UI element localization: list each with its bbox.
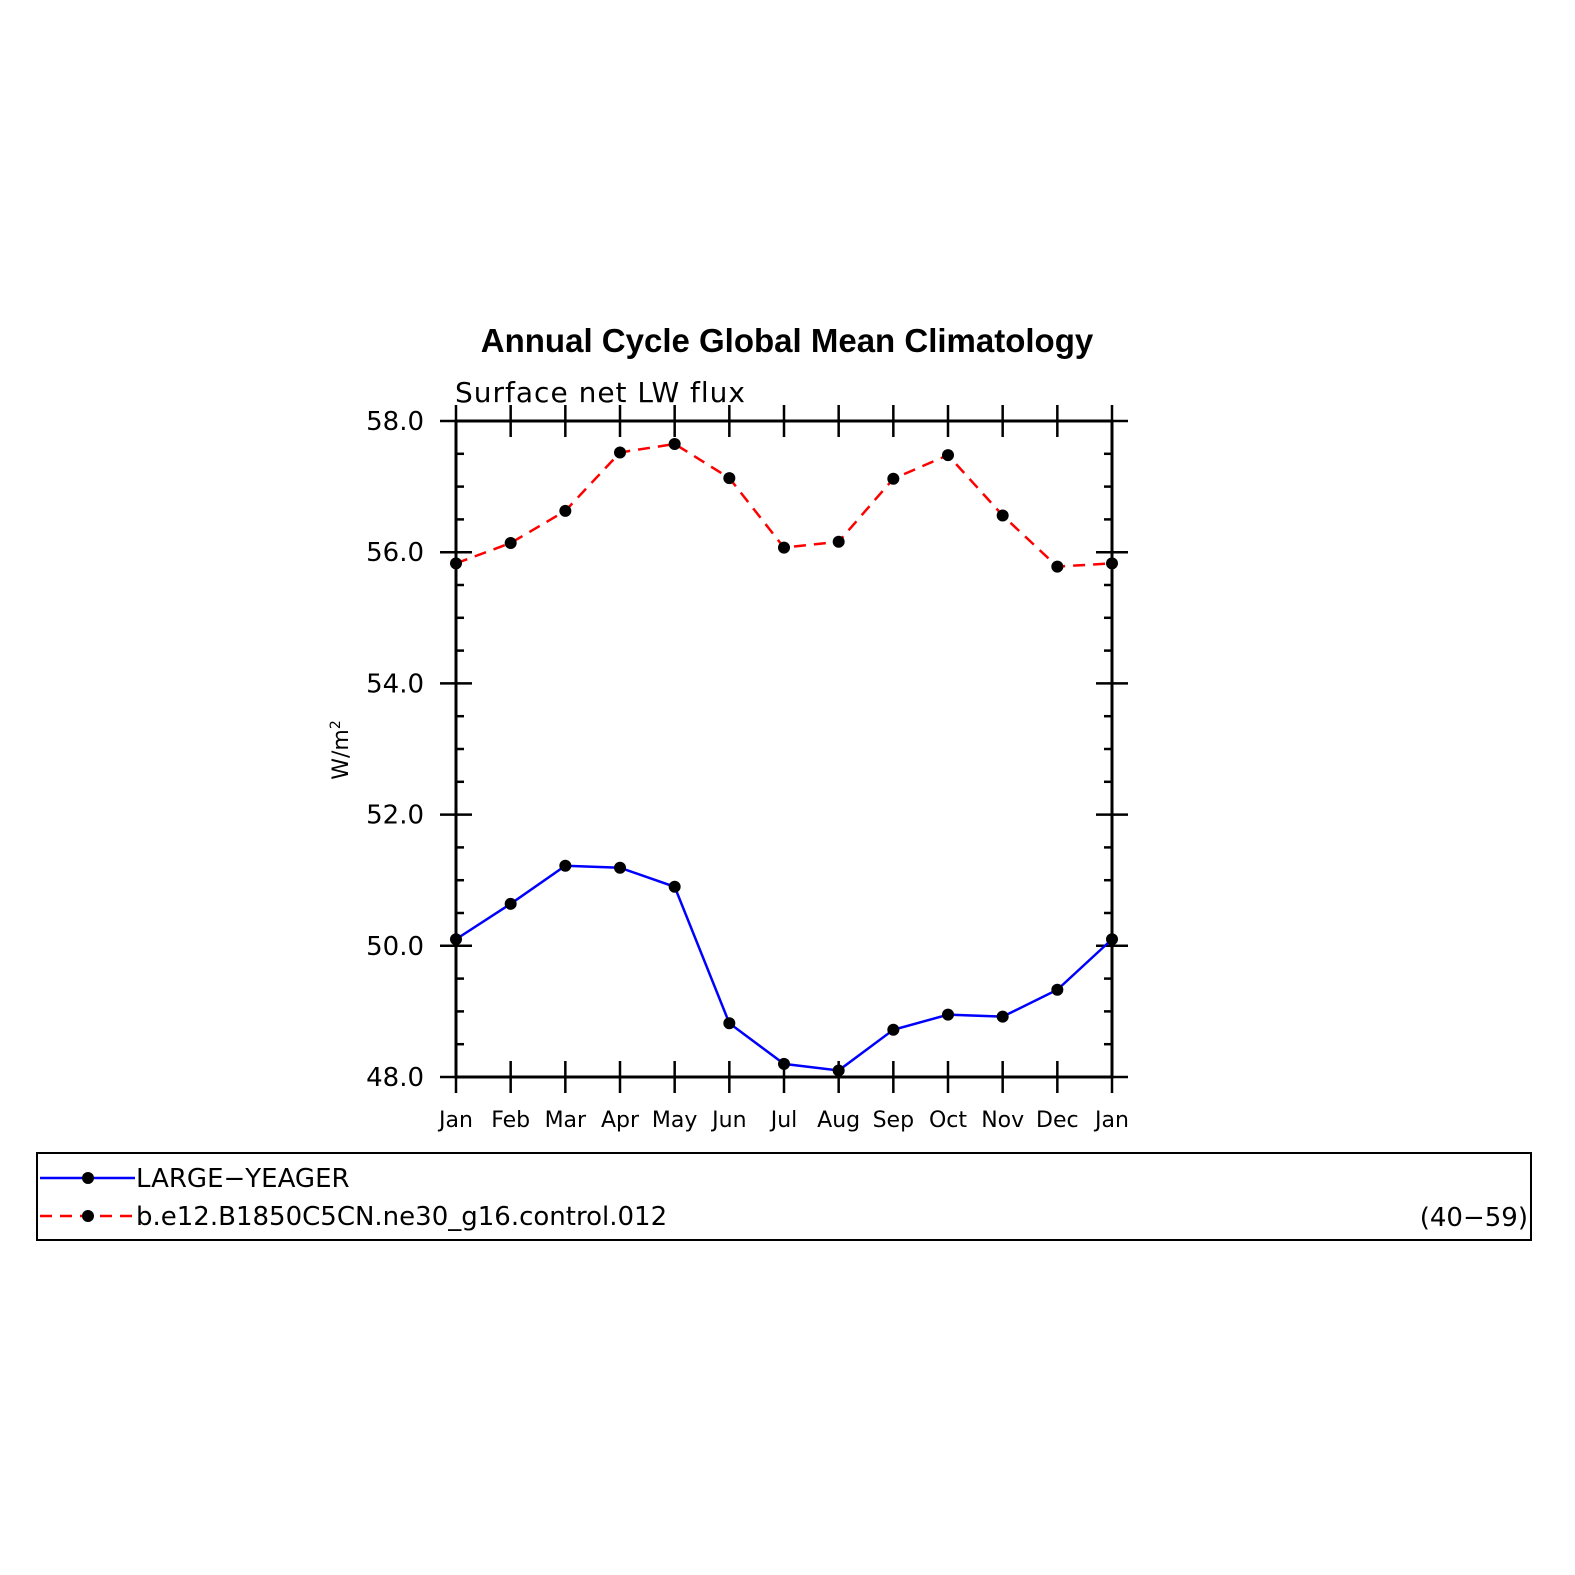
x-tick-label: May [652,1108,697,1133]
legend-swatch-marker [82,1172,94,1184]
series-1-point [996,1010,1009,1023]
x-tick-label: Apr [601,1108,640,1133]
y-tick-label: 48.0 [366,1063,424,1093]
x-tick-label: Feb [491,1108,530,1133]
y-tick-label: 54.0 [366,669,424,699]
series-1-point [887,1023,900,1036]
legend-label: b.e12.B1850C5CN.ne30_g16.control.012 [136,1202,667,1232]
legend-box [36,1152,1532,1241]
series-2-point [723,472,736,485]
x-tick-label: Mar [545,1108,587,1133]
x-tick-label: Aug [817,1108,860,1133]
series-1-point [723,1017,736,1030]
series-1-point [1051,983,1064,996]
series-1-point [778,1057,790,1070]
series-1-point [504,897,517,910]
series-2-point [887,472,900,485]
plot-frame [454,419,1114,1079]
legend-swatch-marker [82,1210,94,1222]
series-layer [450,437,1118,1077]
tick-labels: 48.0 50.0 52.0 54.0 56.0 58.0 Jan Feb Mar Apr May J… [366,407,1129,1133]
series-2-point [942,449,954,462]
series-1-point [614,861,626,874]
series-1-point [942,1008,954,1021]
x-tick-label: Jan [1093,1108,1129,1133]
legend-items: LARGE−YEAGER b.e12.B1850C5CN.ne30_g16.con… [40,1164,667,1232]
x-tick-label: Nov [981,1108,1024,1133]
y-axis-label: W/m2 [328,720,354,780]
series-2-point [778,541,790,554]
series-2-point [1051,560,1064,573]
y-tick-label: 56.0 [366,538,424,568]
series-2-point [668,437,681,450]
legend-label: LARGE−YEAGER [136,1164,350,1194]
x-tick-label: Jul [769,1108,798,1133]
legend: LARGE−YEAGER b.e12.B1850C5CN.ne30_g16.con… [36,1152,1532,1241]
x-tick-label: Jan [437,1108,473,1133]
chart-title: Annual Cycle Global Mean Climatology [481,322,1094,359]
x-tick-label: Jun [710,1108,746,1133]
y-axis-label-base: W/m [329,729,354,780]
series-2-point [614,446,626,459]
legend-note: (40−59) [1420,1203,1528,1233]
series-1-point [559,859,572,872]
series-line-1 [455,864,1113,1072]
series-2-point [832,535,845,548]
x-tick-label: Dec [1036,1108,1079,1133]
y-tick-label: 58.0 [366,407,424,437]
x-tick-label: Oct [929,1108,967,1133]
series-1-point [832,1064,845,1077]
y-tick-label: 52.0 [366,801,424,831]
y-tick-label: 50.0 [366,932,424,962]
x-tick-label: Sep [873,1108,914,1133]
axis-ticks [440,405,1128,1093]
series-2-point [504,537,517,550]
chart-subtitle: Surface net LW flux [455,376,746,409]
series-1-point [668,880,681,893]
series-2-point [996,509,1009,522]
y-axis-label-superscript: 2 [328,720,344,729]
series-2-point [559,504,572,517]
